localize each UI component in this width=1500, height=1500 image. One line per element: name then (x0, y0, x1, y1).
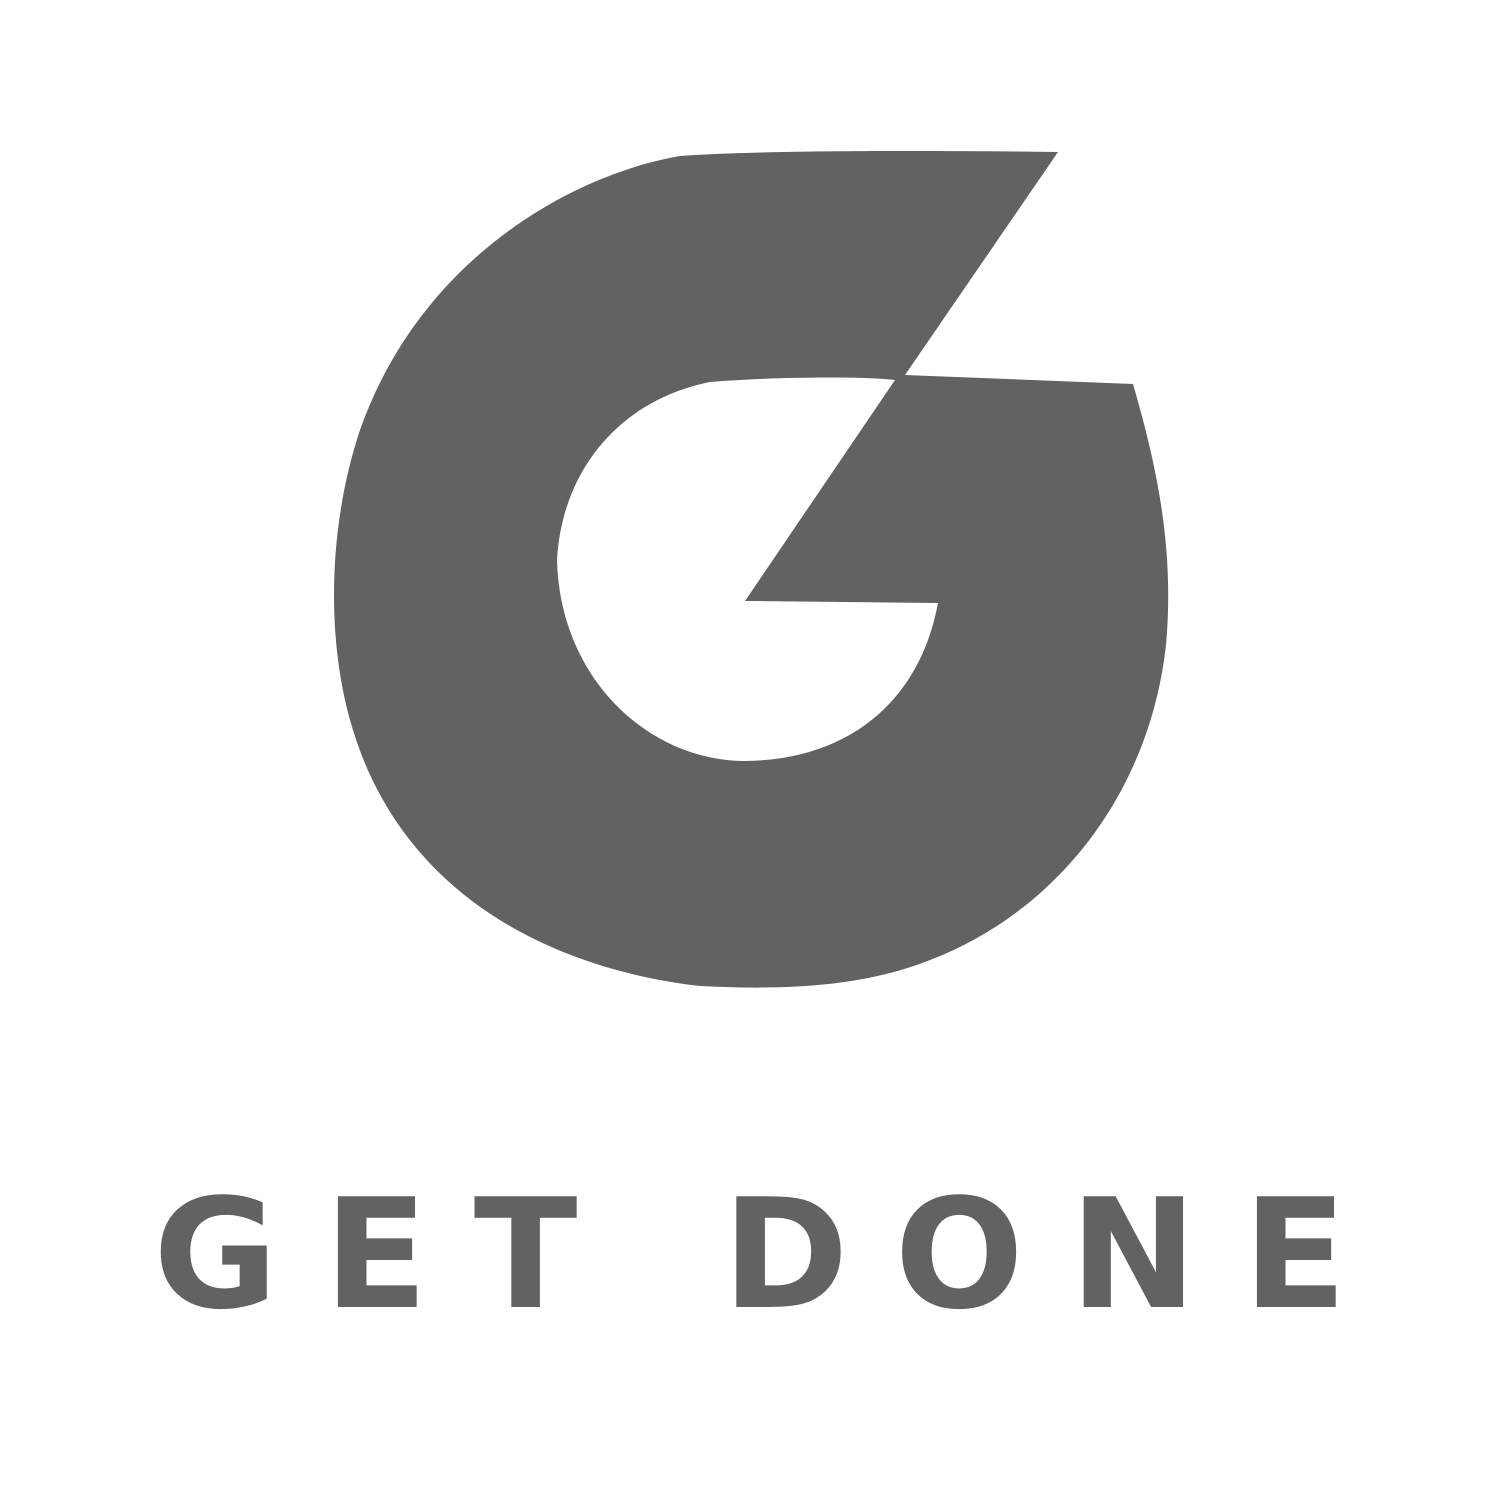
brand-wordmark: GET DONE (153, 1166, 1393, 1343)
g-bolt-shape (333, 151, 1169, 988)
g-bolt-logo-icon (333, 151, 1169, 988)
